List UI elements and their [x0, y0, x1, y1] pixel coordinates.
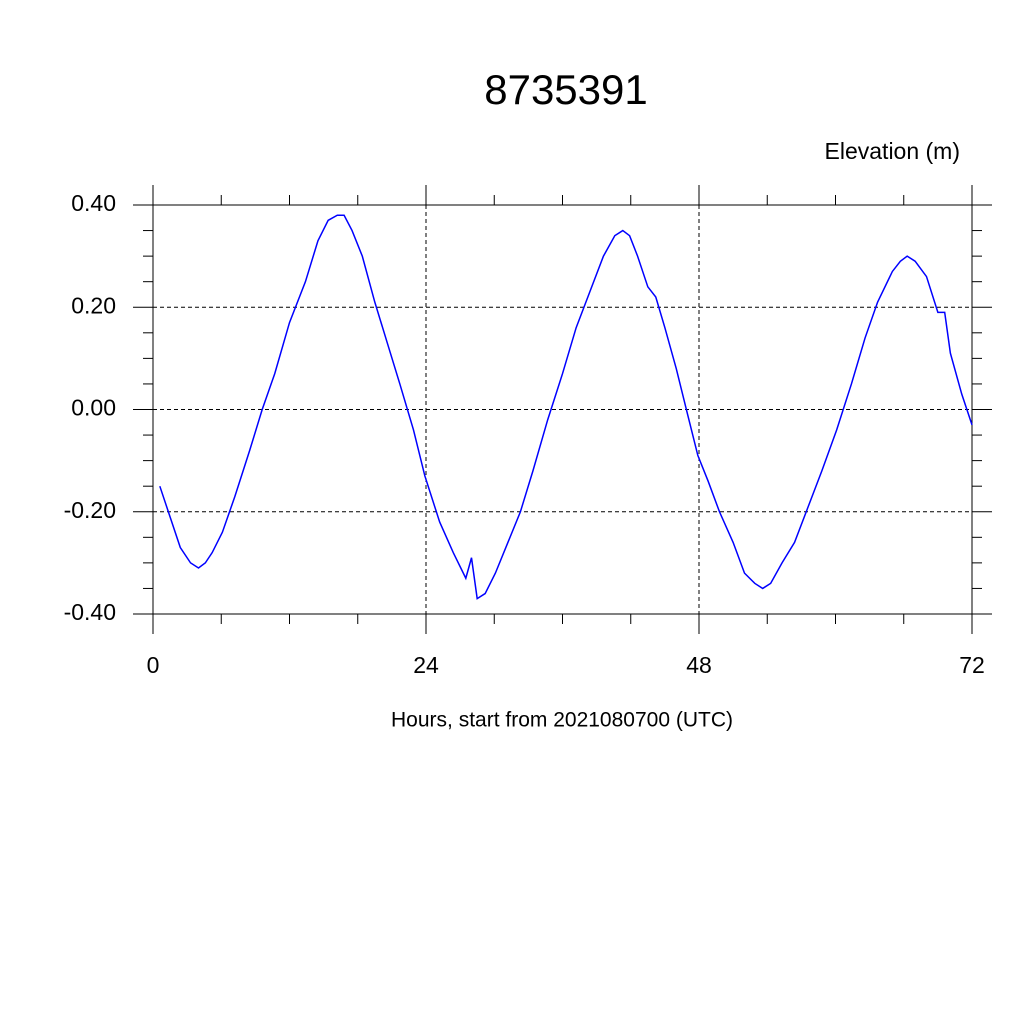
- x-tick-label: 0: [147, 652, 160, 678]
- x-axis-label: Hours, start from 2021080700 (UTC): [391, 709, 733, 732]
- plot-frame: [152, 204, 973, 615]
- x-tick-label: 72: [959, 652, 985, 678]
- y-tick-label: 0.20: [71, 292, 116, 318]
- y-tick-label: 0.00: [71, 395, 116, 421]
- line-series: [159, 214, 973, 600]
- y-tick-label: -0.20: [64, 497, 116, 523]
- x-tick-label: 24: [413, 652, 439, 678]
- y-axis-label: Elevation (m): [825, 138, 960, 164]
- chart-title: 8735391: [484, 66, 648, 113]
- x-tick-label: 48: [686, 652, 712, 678]
- y-tick-label: -0.40: [64, 599, 116, 625]
- y-tick-label: 0.40: [71, 190, 116, 216]
